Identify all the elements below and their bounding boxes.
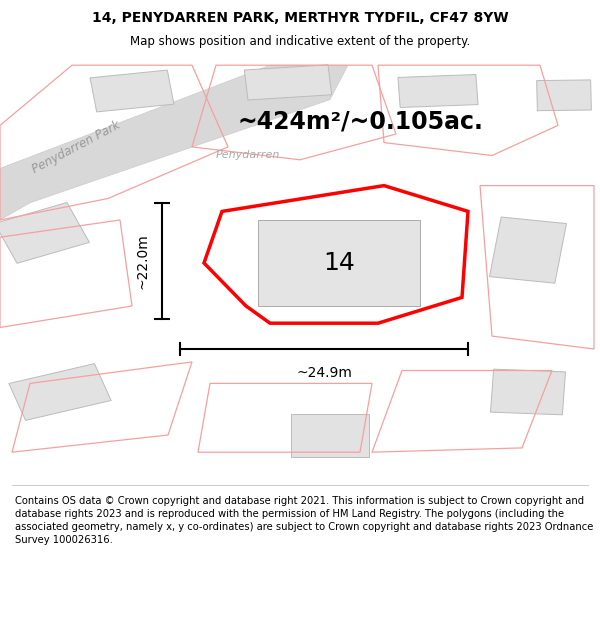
Polygon shape <box>291 414 369 456</box>
Text: Contains OS data © Crown copyright and database right 2021. This information is : Contains OS data © Crown copyright and d… <box>15 496 593 545</box>
Polygon shape <box>9 364 111 421</box>
Text: ~22.0m: ~22.0m <box>136 233 150 289</box>
Polygon shape <box>0 65 348 220</box>
Polygon shape <box>0 202 89 263</box>
Polygon shape <box>398 74 478 108</box>
Polygon shape <box>90 70 174 112</box>
Text: 14: 14 <box>323 251 355 275</box>
Text: 14, PENYDARREN PARK, MERTHYR TYDFIL, CF47 8YW: 14, PENYDARREN PARK, MERTHYR TYDFIL, CF4… <box>92 11 508 24</box>
Text: Penydarren: Penydarren <box>216 151 280 161</box>
Text: Penydarren Park: Penydarren Park <box>30 118 122 176</box>
Text: ~424m²/~0.105ac.: ~424m²/~0.105ac. <box>237 109 483 133</box>
Polygon shape <box>244 65 332 100</box>
Text: Map shows position and indicative extent of the property.: Map shows position and indicative extent… <box>130 34 470 48</box>
Polygon shape <box>490 217 566 283</box>
Polygon shape <box>536 80 592 111</box>
Polygon shape <box>204 186 468 323</box>
Polygon shape <box>490 369 566 415</box>
Text: ~24.9m: ~24.9m <box>296 366 352 380</box>
Polygon shape <box>258 220 420 306</box>
